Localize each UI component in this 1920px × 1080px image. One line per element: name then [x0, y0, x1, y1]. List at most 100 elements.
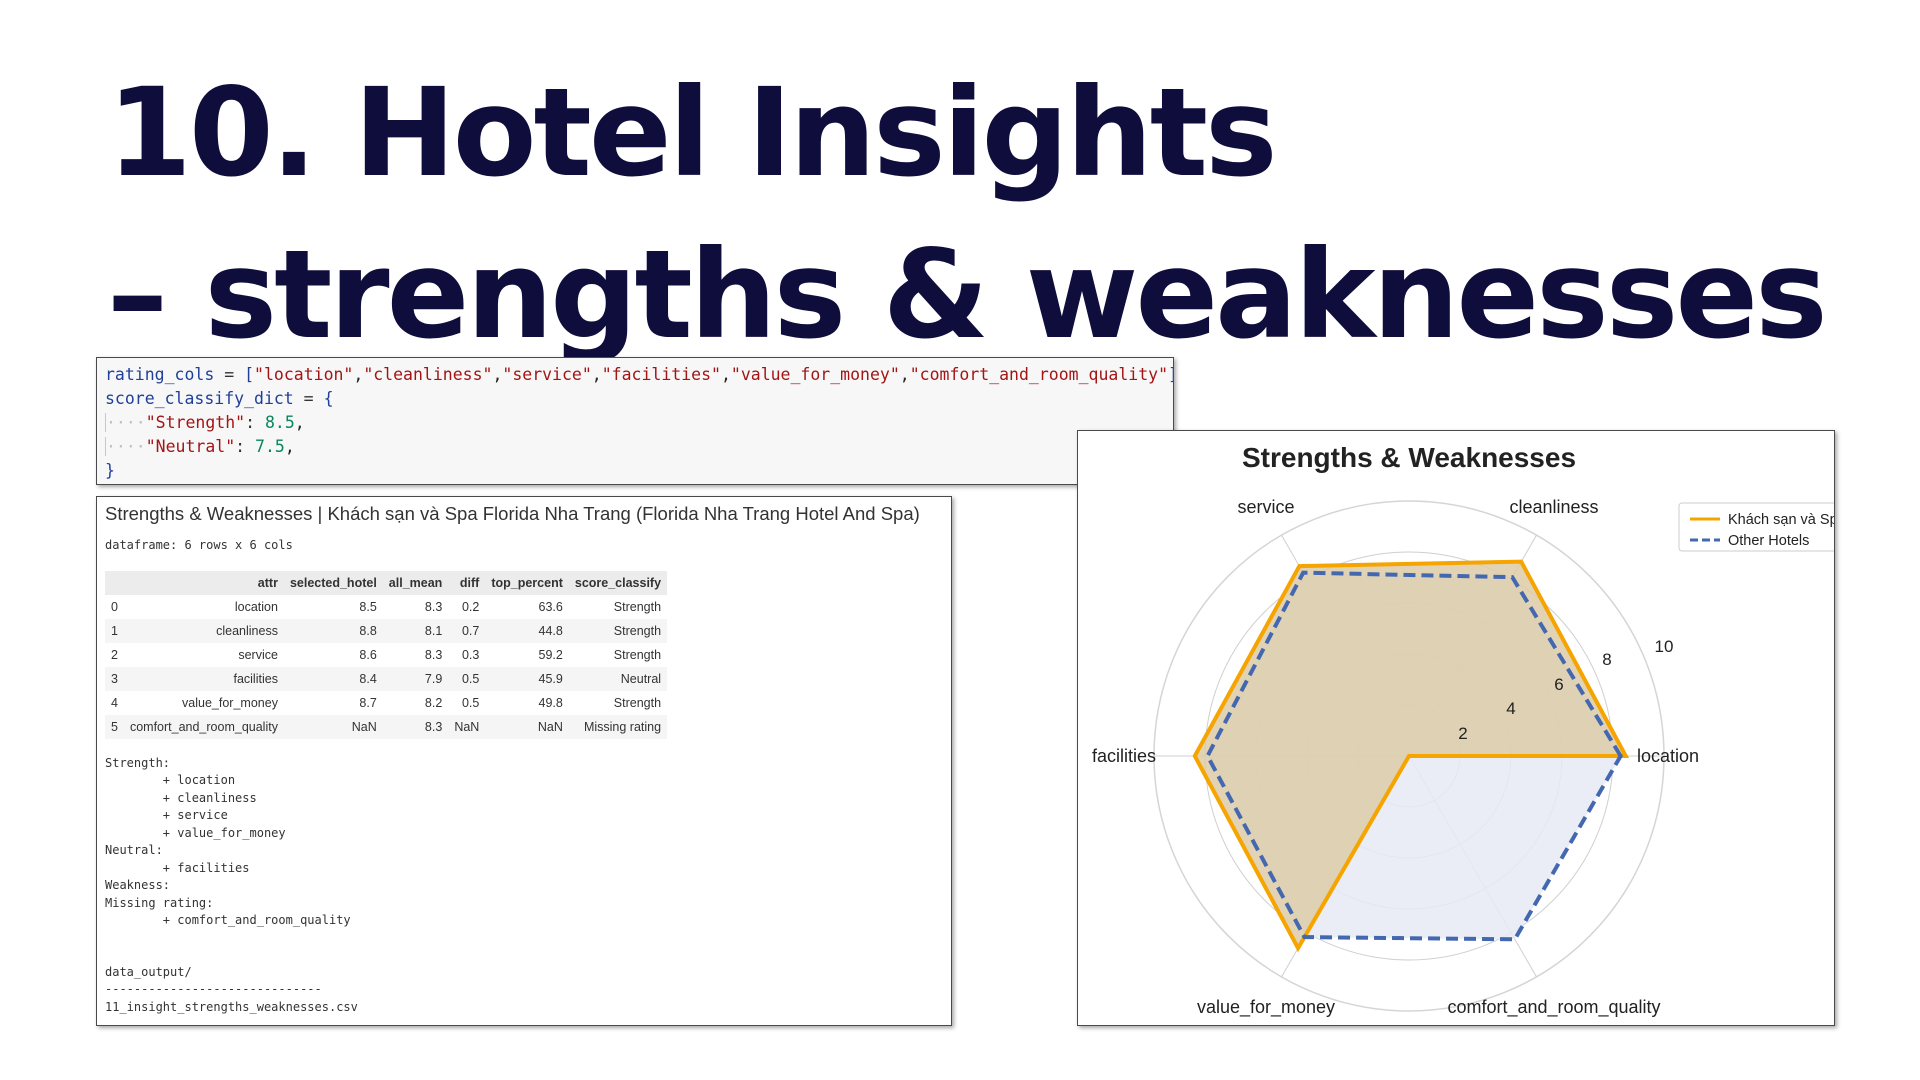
table-cell: 0.5: [448, 666, 486, 691]
table-row: 2 service 8.6 8.3 0.3 59.2 Strength: [105, 643, 667, 667]
legend-label: Khách sạn và Sp: [1728, 512, 1835, 528]
table-cell: 8.1: [382, 618, 449, 643]
radial-tick-label: 8: [1602, 650, 1611, 669]
table-cell: Missing rating: [568, 714, 668, 739]
table-cell: 8.6: [359, 647, 377, 662]
code-line-strength: ····"Strength": 8.5,: [105, 411, 1165, 435]
radial-tick-label: 10: [1655, 637, 1674, 656]
code-value-neutral: 7.5: [255, 437, 285, 456]
table-cell: cleanliness: [123, 618, 284, 643]
table-row: 5 comfort_and_room_quality NaN 8.3 NaN N…: [105, 714, 668, 739]
code-item-location: "location": [254, 365, 354, 384]
table-cell: 8.3: [424, 599, 443, 614]
category-label: location: [1637, 746, 1699, 766]
table-cell: NaN: [283, 714, 383, 739]
table-row: 1 cleanliness 8.8 8.1 0.7 44.8 Strength: [105, 618, 668, 643]
slide-title-line2: – strengths & weaknesses: [107, 224, 1828, 366]
code-close-bracket: ]: [1168, 365, 1173, 384]
slide-title: 10. Hotel Insights – strengths & weaknes…: [107, 52, 1828, 376]
code-item-facilities: "facilities": [601, 365, 721, 384]
dataframe-info: dataframe: 6 rows x 6 cols: [105, 538, 293, 552]
output-filename: 11_insight_strengths_weaknesses.csv: [105, 999, 358, 1014]
output-cell[interactable]: Strengths & Weaknesses | Khách sạn và Sp…: [96, 496, 952, 1026]
radial-tick-label: 6: [1554, 675, 1563, 694]
category-label: cleanliness: [1509, 497, 1598, 517]
table-cell: Strength: [613, 647, 662, 662]
summary-line: + facilities: [105, 860, 250, 875]
table-cell: 44.8: [485, 618, 569, 643]
code-var-rating-cols: rating_cols: [105, 365, 215, 384]
code-close-brace: }: [105, 461, 115, 480]
table-cell: Strength: [613, 599, 662, 614]
column-header-selected-hotel: selected_hotel: [283, 570, 383, 595]
table-cell: location: [234, 599, 278, 614]
table-cell: 8.2: [424, 695, 443, 710]
code-sep-strength: :: [245, 413, 265, 432]
table-cell: value_for_money: [182, 695, 278, 710]
table-row: 3 facilities 8.4 7.9 0.5 45.9 Neutral: [105, 666, 668, 691]
category-label: facilities: [1092, 746, 1156, 766]
code-assign-op: =: [214, 365, 245, 384]
column-header-attr: attr: [123, 570, 284, 595]
output-file-info: data_output/ ---------------------------…: [105, 964, 943, 1017]
table-cell: 49.8: [538, 695, 563, 710]
output-separator: ------------------------------: [105, 982, 322, 996]
code-item-value-for-money: "value_for_money": [730, 365, 900, 384]
table-cell: 0.3: [461, 647, 480, 662]
table-cell: 7.9: [382, 666, 449, 691]
column-header-index: [105, 570, 124, 595]
table-cell: 63.6: [538, 599, 563, 614]
radar-chart-panel: Strengths & Weaknesses 2 4 6 8 10 location clea…: [1077, 430, 1835, 1026]
table-cell: 59.2: [538, 647, 563, 662]
code-open-brace: {: [323, 389, 334, 408]
series-line: [1192, 559, 1630, 953]
table-cell: NaN: [448, 714, 486, 739]
table-cell: comfort_and_room_quality: [123, 714, 284, 739]
summary-line: + location: [105, 773, 236, 787]
table-cell: Strength: [613, 695, 662, 710]
table-cell: 0.7: [448, 618, 486, 643]
table-cell: 8.8: [283, 618, 383, 643]
slide-title-line1: 10. Hotel Insights: [107, 62, 1278, 204]
column-header-diff: diff: [448, 570, 486, 595]
code-line-score-dict: score_classify_dict = {: [105, 387, 1165, 411]
table-cell: 8.3: [424, 647, 443, 662]
table-cell: 0.5: [461, 695, 480, 710]
code-open-bracket: [: [244, 365, 255, 384]
column-header-score-classify: score_classify: [568, 570, 668, 595]
summary-line: + service: [105, 808, 228, 822]
code-sep-neutral: :: [235, 437, 256, 456]
table-row: 4 value_for_money 8.7 8.2 0.5 49.8 Stren…: [105, 691, 667, 715]
table-row: 0 location 8.5 8.3 0.2 63.6 Strength: [105, 595, 667, 619]
table-cell: 8.3: [382, 714, 449, 739]
table-cell: 45.9: [485, 666, 569, 691]
table-cell: service: [238, 647, 278, 662]
table-cell: 2: [111, 647, 118, 662]
code-comma-strength: ,: [294, 413, 305, 432]
code-key-strength: "Strength": [145, 413, 246, 432]
table-cell: 8.7: [359, 695, 377, 710]
code-item-comfort: "comfort_and_room_quality": [909, 365, 1168, 384]
table-cell: Strength: [568, 618, 668, 643]
code-item-cleanliness: "cleanliness": [363, 365, 493, 384]
summary-line: + cleanliness: [105, 790, 257, 805]
code-line-neutral: ····"Neutral": 7.5,: [105, 435, 1165, 459]
code-comma-neutral: ,: [284, 437, 295, 456]
category-label: value_for_money: [1197, 997, 1335, 1018]
table-cell: facilities: [123, 666, 284, 691]
code-line-close: }: [105, 459, 1165, 483]
table-cell: Neutral: [568, 666, 668, 691]
summary-line: + value_for_money: [105, 825, 286, 840]
table-cell: 1: [105, 618, 124, 643]
code-assign-op-2: =: [293, 389, 324, 408]
table-cell: 0.2: [461, 599, 480, 614]
column-header-all-mean: all_mean: [382, 570, 449, 595]
summary-line: Weakness:: [105, 878, 171, 892]
output-heading: Strengths & Weaknesses | Khách sạn và Sp…: [105, 503, 920, 524]
table-cell: 0: [111, 599, 118, 614]
legend-label: Other Hotels: [1728, 533, 1809, 549]
chart-title: Strengths & Weaknesses: [1242, 442, 1576, 473]
code-cell[interactable]: rating_cols = ["location", "cleanliness",…: [96, 357, 1174, 485]
summary-line: + comfort_and_room_quality: [105, 913, 351, 927]
code-line-rating-cols: rating_cols = ["location","cleanliness",…: [105, 363, 1173, 387]
